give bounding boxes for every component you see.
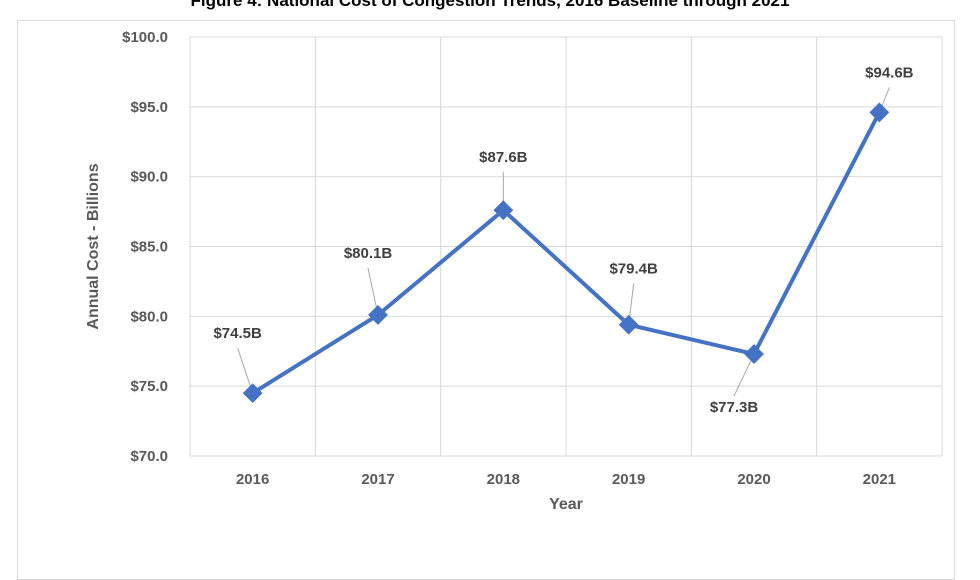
y-tick-label: $70.0 bbox=[130, 448, 168, 465]
leader-line bbox=[237, 347, 254, 394]
data-point bbox=[744, 344, 764, 364]
y-axis-title: Annual Cost - Billions bbox=[85, 163, 102, 329]
line-chart: $70.0 $75.0 $80.0 $85.0 $90.0 $95.0 $100.0 2016… bbox=[85, 29, 943, 513]
y-tick-label: $75.0 bbox=[130, 378, 168, 395]
x-tick-label: 2020 bbox=[737, 471, 770, 488]
chart-title: Figure 4: National Cost of Congestion Tr… bbox=[190, 0, 790, 10]
y-tick-label: $80.0 bbox=[130, 308, 168, 325]
y-tick-label: $95.0 bbox=[130, 99, 168, 116]
x-tick-label: 2017 bbox=[361, 471, 394, 488]
data-label: $87.6B bbox=[479, 149, 528, 166]
x-tick-label: 2021 bbox=[863, 471, 896, 488]
data-point bbox=[242, 383, 263, 404]
data-label: $79.4B bbox=[609, 261, 658, 278]
y-tick-label: $85.0 bbox=[130, 239, 168, 256]
data-label: $77.3B bbox=[710, 399, 759, 416]
x-tick-label: 2019 bbox=[612, 471, 645, 488]
data-point bbox=[869, 102, 890, 123]
x-tick-label: 2018 bbox=[487, 471, 520, 488]
x-tick-label: 2016 bbox=[236, 471, 269, 488]
data-point bbox=[368, 305, 388, 325]
data-point bbox=[618, 314, 639, 335]
series-line bbox=[251, 111, 882, 395]
data-label: $94.6B bbox=[865, 64, 914, 81]
y-tick-label: $100.0 bbox=[122, 29, 168, 46]
x-axis-title: Year bbox=[549, 496, 583, 513]
data-label: $74.5B bbox=[213, 325, 262, 342]
data-label: $80.1B bbox=[344, 245, 393, 262]
y-tick-label: $90.0 bbox=[130, 169, 168, 186]
leader-line bbox=[733, 353, 755, 397]
data-point bbox=[493, 200, 514, 221]
